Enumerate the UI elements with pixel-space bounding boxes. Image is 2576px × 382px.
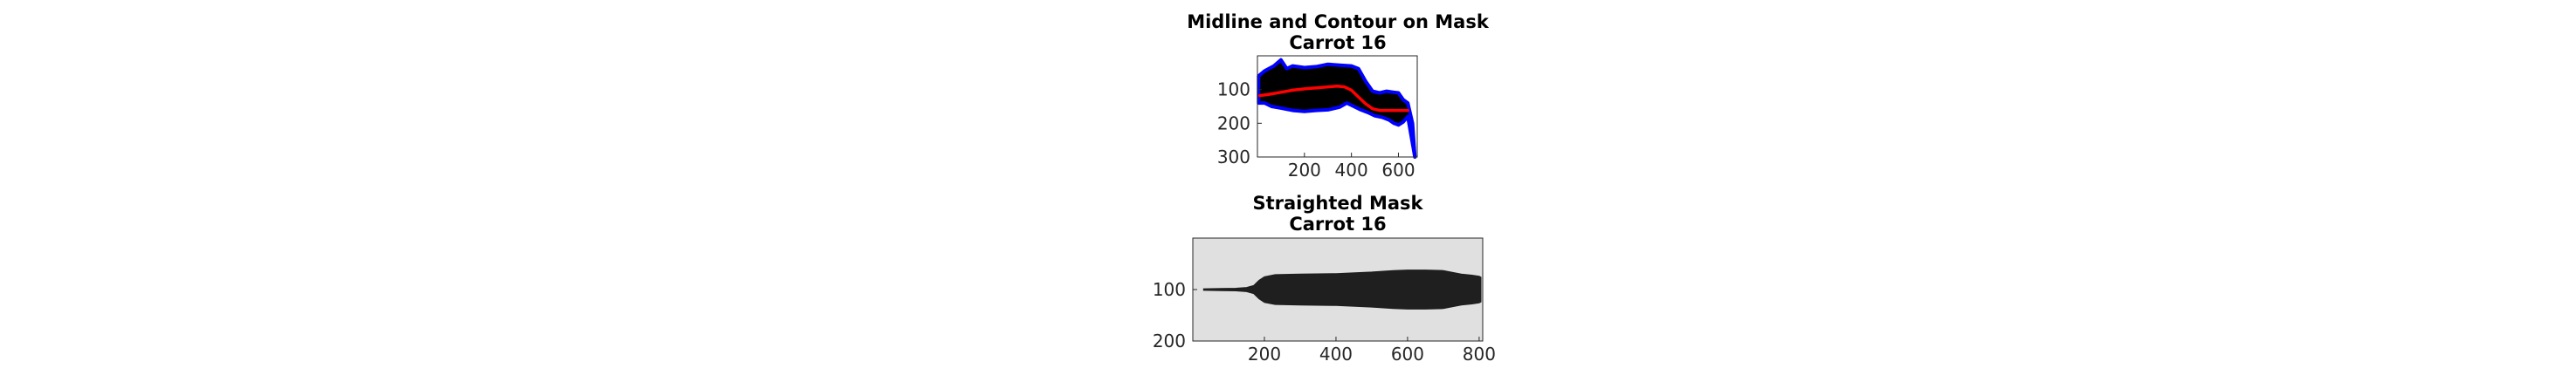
- plot2-xtick-label: 600: [1391, 344, 1424, 365]
- plot2-ytick-label: 200: [1153, 331, 1186, 351]
- midline-contour-plot: Midline and Contour on Mask Carrot 16 20…: [1187, 11, 1490, 181]
- midline-series: [1257, 85, 1409, 113]
- plot2-subtitle: Carrot 16: [1289, 214, 1386, 235]
- plot1-ticks: 200 400 600 100 200 300: [1217, 79, 1415, 181]
- plot1-xtick-label: 200: [1288, 160, 1321, 181]
- plot1-ytick-label: 300: [1217, 147, 1250, 167]
- plot1-ytick-label: 100: [1217, 79, 1250, 100]
- plot2-ytick-label: 100: [1153, 279, 1186, 300]
- plot1-xtick-label: 600: [1381, 160, 1415, 181]
- plot1-xtick-label: 400: [1335, 160, 1368, 181]
- plot2-marks: [1202, 269, 1482, 310]
- straightened-mask-shape: [1202, 269, 1482, 310]
- plot1-ytick-label: 200: [1217, 113, 1250, 133]
- plot2-ticks: 200 400 600 800 100 200: [1153, 279, 1496, 365]
- plot2-xtick-label: 800: [1463, 344, 1496, 365]
- plot1-subtitle: Carrot 16: [1289, 32, 1386, 53]
- plot2-title: Straighted Mask: [1252, 193, 1423, 214]
- plot1-title: Midline and Contour on Mask: [1187, 11, 1490, 32]
- plot2-xtick-label: 400: [1319, 344, 1353, 365]
- straightened-mask-plot: Straighted Mask Carrot 16 200 400 600 800 10…: [1153, 193, 1496, 365]
- plot1-axes-box: [1257, 55, 1418, 158]
- plot2-xtick-label: 200: [1248, 344, 1281, 365]
